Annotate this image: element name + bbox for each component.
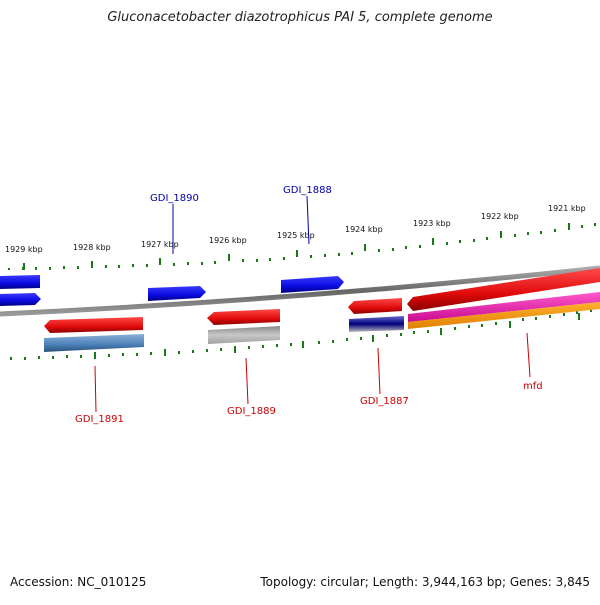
genome-summary-text: Topology: circular; Length: 3,944,163 bp… — [260, 575, 590, 589]
tick-label: 1924 kbp — [345, 225, 383, 234]
gene-label-gdi-1889[interactable]: GDI_1889 — [227, 406, 276, 417]
tick-label: 1927 kbp — [141, 240, 179, 249]
lower-tick-track — [10, 309, 592, 360]
gene-arrow[interactable] — [348, 298, 402, 314]
gene-label-gdi-1888[interactable]: GDI_1888 — [283, 185, 332, 196]
gene-arrow[interactable] — [0, 275, 40, 289]
feature-bar[interactable] — [208, 326, 280, 344]
gene-arrow[interactable] — [207, 309, 280, 325]
genome-backbone — [0, 265, 600, 317]
gene-label-mfd[interactable]: mfd — [523, 381, 543, 392]
gene-labels: GDI_1890 GDI_1888 GDI_1891 GDI_1889 GDI_… — [75, 185, 543, 425]
gene-label-gdi-1891[interactable]: GDI_1891 — [75, 414, 124, 425]
gene-arrow[interactable] — [44, 317, 143, 333]
tick-label: 1929 kbp — [5, 245, 43, 254]
forward-genes — [0, 275, 344, 306]
gene-arrow[interactable] — [0, 293, 41, 306]
tick-labels: 1929 kbp 1928 kbp 1927 kbp 1926 kbp 1925… — [5, 204, 586, 254]
leader-line — [377, 347, 381, 395]
tick-label: 1925 kbp — [277, 231, 315, 240]
feature-bar[interactable] — [349, 316, 404, 332]
gene-label-gdi-1890[interactable]: GDI_1890 — [150, 193, 199, 204]
gene-arrow[interactable] — [281, 276, 344, 293]
accession-text: Accession: NC_010125 — [10, 575, 147, 589]
upper-tick-track — [8, 223, 596, 270]
tick-label: 1923 kbp — [413, 219, 451, 228]
leader-line — [94, 365, 97, 413]
page-title: Gluconacetobacter diazotrophicus PAI 5, … — [107, 10, 493, 25]
gene-arrow[interactable] — [407, 268, 600, 311]
reverse-genes — [44, 268, 600, 333]
feature-rows — [44, 292, 600, 352]
tick-label: 1922 kbp — [481, 212, 519, 221]
tick-label: 1928 kbp — [73, 243, 111, 252]
leader-line — [245, 357, 249, 405]
feature-bar[interactable] — [44, 334, 144, 352]
leader-line — [526, 332, 531, 378]
leader-line — [306, 195, 310, 245]
feature-bar[interactable] — [408, 292, 600, 322]
gene-label-gdi-1887[interactable]: GDI_1887 — [360, 396, 409, 407]
tick-label: 1926 kbp — [209, 236, 247, 245]
feature-bar[interactable] — [408, 302, 600, 329]
gene-arrow[interactable] — [148, 286, 206, 301]
tick-label: 1921 kbp — [548, 204, 586, 213]
